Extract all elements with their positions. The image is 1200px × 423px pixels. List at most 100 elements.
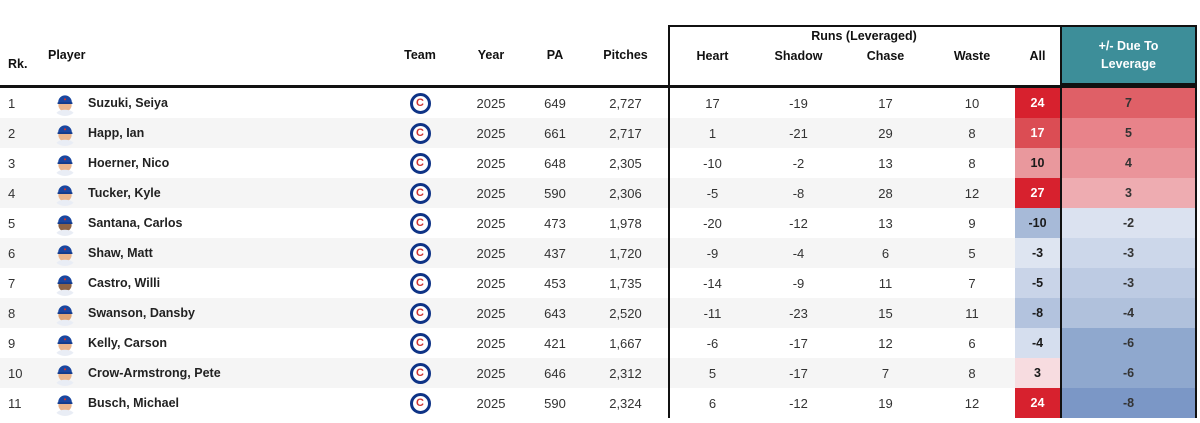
- player-cell[interactable]: Happ, Ian: [40, 118, 385, 148]
- player-cell[interactable]: Castro, Willi: [40, 268, 385, 298]
- pa-cell: 661: [527, 118, 583, 148]
- header-team[interactable]: Team: [404, 47, 436, 62]
- player-name[interactable]: Kelly, Carson: [88, 336, 167, 350]
- header-leverage[interactable]: +/- Due To Leverage: [1060, 25, 1197, 85]
- player-name[interactable]: Suzuki, Seiya: [88, 96, 168, 110]
- all-cell: 17: [1015, 118, 1060, 148]
- team-logo-cubs-icon: C: [409, 92, 431, 114]
- year-cell: 2025: [455, 328, 527, 358]
- header-shadow[interactable]: Shadow: [755, 25, 842, 85]
- heart-cell: 6: [668, 388, 755, 418]
- all-cell: 24: [1015, 388, 1060, 418]
- rank-cell: 3: [0, 148, 40, 178]
- player-cell[interactable]: Busch, Michael: [40, 388, 385, 418]
- heart-cell: 1: [668, 118, 755, 148]
- heart-cell: -9: [668, 238, 755, 268]
- team-cell: C: [385, 178, 455, 208]
- player-cell[interactable]: Kelly, Carson: [40, 328, 385, 358]
- player-name[interactable]: Busch, Michael: [88, 396, 179, 410]
- waste-cell: 8: [929, 148, 1015, 178]
- pa-cell: 590: [527, 388, 583, 418]
- player-name[interactable]: Hoerner, Nico: [88, 156, 170, 170]
- leverage-cell: -3: [1060, 268, 1197, 298]
- player-name[interactable]: Santana, Carlos: [88, 216, 183, 230]
- waste-cell: 11: [929, 298, 1015, 328]
- header-rank[interactable]: Rk.: [8, 56, 28, 71]
- header-leverage-line1: +/- Due To: [1098, 38, 1159, 53]
- pitches-cell: 1,667: [583, 328, 668, 358]
- chase-cell: 17: [842, 88, 929, 118]
- player-name[interactable]: Shaw, Matt: [88, 246, 153, 260]
- player-headshot: [52, 120, 78, 146]
- leverage-cell: -4: [1060, 298, 1197, 328]
- all-cell: -3: [1015, 238, 1060, 268]
- player-name[interactable]: Tucker, Kyle: [88, 186, 161, 200]
- column-group-header: Runs (Leveraged): [811, 29, 917, 43]
- player-cell[interactable]: Santana, Carlos: [40, 208, 385, 238]
- header-year[interactable]: Year: [477, 47, 505, 62]
- team-logo-cubs-icon: C: [409, 332, 431, 354]
- table-row: 10 Crow-Armstrong, Pete C 2025 646 2,312…: [0, 358, 1200, 388]
- waste-cell: 10: [929, 88, 1015, 118]
- player-name[interactable]: Castro, Willi: [88, 276, 161, 290]
- all-cell: -5: [1015, 268, 1060, 298]
- header-pitches[interactable]: Pitches: [603, 47, 648, 62]
- shadow-cell: -17: [755, 328, 842, 358]
- player-cell[interactable]: Crow-Armstrong, Pete: [40, 358, 385, 388]
- shadow-cell: -12: [755, 208, 842, 238]
- shadow-cell: -4: [755, 238, 842, 268]
- player-cell[interactable]: Hoerner, Nico: [40, 148, 385, 178]
- chase-cell: 11: [842, 268, 929, 298]
- header-player[interactable]: Player: [48, 47, 86, 62]
- header-waste[interactable]: Waste: [929, 25, 1015, 85]
- leverage-cell: 5: [1060, 118, 1197, 148]
- player-cell[interactable]: Shaw, Matt: [40, 238, 385, 268]
- rank-cell: 6: [0, 238, 40, 268]
- player-cell[interactable]: Tucker, Kyle: [40, 178, 385, 208]
- header-all[interactable]: All: [1015, 25, 1060, 85]
- all-cell: -8: [1015, 298, 1060, 328]
- player-cell[interactable]: Swanson, Dansby: [40, 298, 385, 328]
- team-cell: C: [385, 388, 455, 418]
- table-body: 1 Suzuki, Seiya C 2025 649 2,727 17 -19 …: [0, 88, 1200, 418]
- waste-cell: 6: [929, 328, 1015, 358]
- waste-cell: 9: [929, 208, 1015, 238]
- heart-cell: -20: [668, 208, 755, 238]
- pitches-cell: 1,978: [583, 208, 668, 238]
- player-name[interactable]: Crow-Armstrong, Pete: [88, 366, 221, 380]
- header-pa[interactable]: PA: [546, 47, 564, 62]
- player-headshot: [52, 90, 78, 116]
- player-headshot: [52, 330, 78, 356]
- header-heart[interactable]: Heart: [668, 25, 755, 85]
- table-row: 9 Kelly, Carson C 2025 421 1,667 -6 -17 …: [0, 328, 1200, 358]
- pa-cell: 648: [527, 148, 583, 178]
- player-headshot: [52, 150, 78, 176]
- pa-cell: 590: [527, 178, 583, 208]
- table-row: 2 Happ, Ian C 2025 661 2,717 1 -21 29 8 …: [0, 118, 1200, 148]
- heart-cell: -14: [668, 268, 755, 298]
- player-name[interactable]: Swanson, Dansby: [88, 306, 195, 320]
- table-row: 4 Tucker, Kyle C 2025 590 2,306 -5 -8 28…: [0, 178, 1200, 208]
- all-cell: -4: [1015, 328, 1060, 358]
- player-headshot: [52, 210, 78, 236]
- shadow-cell: -17: [755, 358, 842, 388]
- pitches-cell: 1,735: [583, 268, 668, 298]
- all-cell: 24: [1015, 88, 1060, 118]
- shadow-cell: -21: [755, 118, 842, 148]
- player-cell[interactable]: Suzuki, Seiya: [40, 88, 385, 118]
- year-cell: 2025: [455, 208, 527, 238]
- header-chase[interactable]: Chase: [842, 25, 929, 85]
- chase-cell: 12: [842, 328, 929, 358]
- player-headshot: [52, 390, 78, 416]
- team-cell: C: [385, 268, 455, 298]
- team-cell: C: [385, 118, 455, 148]
- header-divider: [0, 85, 1197, 88]
- rank-cell: 7: [0, 268, 40, 298]
- heart-cell: 5: [668, 358, 755, 388]
- shadow-cell: -8: [755, 178, 842, 208]
- table-row: 8 Swanson, Dansby C 2025 643 2,520 -11 -…: [0, 298, 1200, 328]
- leverage-cell: -3: [1060, 238, 1197, 268]
- team-logo-cubs-icon: C: [409, 362, 431, 384]
- all-cell: 3: [1015, 358, 1060, 388]
- player-name[interactable]: Happ, Ian: [88, 126, 145, 140]
